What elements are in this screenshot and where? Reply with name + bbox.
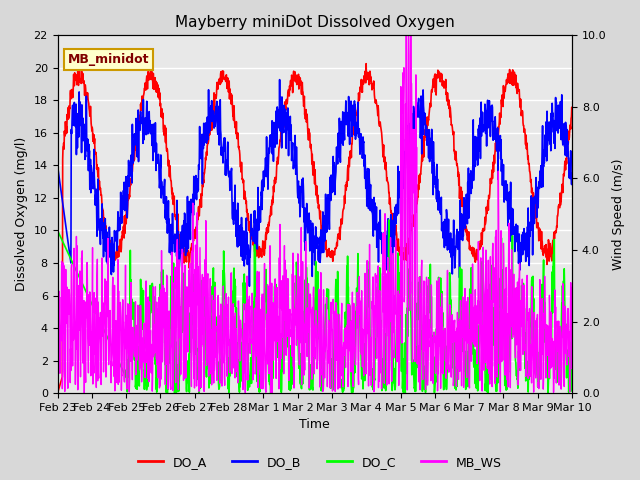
DO_C [346,348,354,354]
DO_C [54,228,61,233]
Text: MB_minidot: MB_minidot [68,53,149,66]
DO_B [292,144,300,150]
MB_WS [93,256,101,262]
DO_C [272,281,280,287]
DO_C [385,217,392,223]
DO_C [292,289,300,295]
DO_A [93,165,101,171]
Line: MB_WS: MB_WS [58,36,572,393]
MB_WS [292,295,300,300]
DO_B [115,213,122,219]
DO_B [273,108,280,114]
MB_WS [54,337,61,343]
X-axis label: Time: Time [300,419,330,432]
DO_A [568,113,576,119]
Title: Mayberry miniDot Dissolved Oxygen: Mayberry miniDot Dissolved Oxygen [175,15,454,30]
DO_B [347,98,355,104]
DO_A [292,74,300,80]
Line: DO_C: DO_C [58,220,572,393]
DO_B [54,163,61,168]
DO_A [346,156,354,161]
DO_A [272,175,280,181]
Line: DO_A: DO_A [58,64,572,393]
Y-axis label: Dissolved Oxygen (mg/l): Dissolved Oxygen (mg/l) [15,137,28,291]
DO_B [284,110,291,116]
DO_A [115,246,122,252]
Line: DO_B: DO_B [58,80,572,286]
DO_A [54,390,61,396]
DO_B [246,283,253,289]
DO_B [276,77,284,83]
DO_B [93,212,101,217]
DO_A [362,61,370,67]
MB_WS [403,33,410,38]
DO_C [568,329,576,335]
Legend: DO_A, DO_B, DO_C, MB_WS: DO_A, DO_B, DO_C, MB_WS [133,451,507,474]
MB_WS [283,334,291,339]
MB_WS [115,382,122,387]
Y-axis label: Wind Speed (m/s): Wind Speed (m/s) [612,158,625,270]
MB_WS [347,355,355,360]
DO_B [568,170,576,176]
MB_WS [273,375,280,381]
DO_A [283,96,291,102]
DO_C [283,312,291,318]
MB_WS [568,316,576,322]
DO_C [93,313,101,319]
MB_WS [268,390,276,396]
DO_C [401,390,409,396]
DO_C [115,358,122,363]
